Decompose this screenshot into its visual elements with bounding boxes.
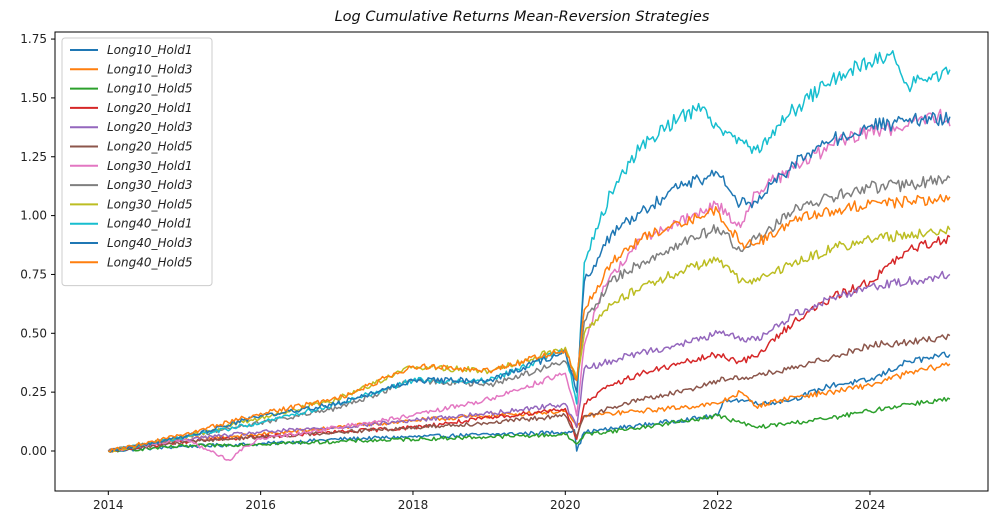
series-line-long10-hold5 xyxy=(107,396,951,453)
x-tick-label: 2016 xyxy=(245,498,276,512)
x-tick-label: 2022 xyxy=(702,498,733,512)
y-tick-label: 0.50 xyxy=(20,326,47,340)
y-tick-label: 0.25 xyxy=(20,385,47,399)
x-tick-label: 2024 xyxy=(855,498,886,512)
x-axis: 2014 2016 2018 2020 2022 2024 xyxy=(93,491,885,512)
legend-label: Long30_Hold1 xyxy=(107,159,192,173)
series-line-long20-hold5 xyxy=(107,333,951,453)
series-line-long40-hold5 xyxy=(108,194,951,453)
y-tick-label: 0.75 xyxy=(20,267,47,281)
legend-label: Long30_Hold3 xyxy=(107,178,192,192)
legend-label: Long20_Hold5 xyxy=(107,140,192,154)
legend-label: Long10_Hold1 xyxy=(107,43,192,57)
axes-frame xyxy=(54,31,989,492)
legend-label: Long10_Hold3 xyxy=(107,62,192,76)
chart-title: Log Cumulative Returns Mean-Reversion St… xyxy=(335,9,710,25)
series-line-long20-hold3 xyxy=(107,270,951,452)
y-tick-label: 1.25 xyxy=(20,150,47,164)
series-line-long30-hold1 xyxy=(107,108,951,462)
y-axis: 0.00 0.25 0.50 0.75 1.00 1.25 1.50 1.75 xyxy=(20,32,55,458)
series-line-long10-hold1 xyxy=(108,351,951,453)
series-lines xyxy=(107,50,951,462)
legend-box xyxy=(61,37,213,287)
x-tick-label: 2018 xyxy=(398,498,429,512)
legend-label: Long40_Hold3 xyxy=(107,236,192,250)
legend: Long10_Hold1 Long10_Hold3 Long10_Hold5 Long… xyxy=(61,37,213,287)
legend-label: Long20_Hold1 xyxy=(107,101,192,115)
legend-label: Long40_Hold1 xyxy=(107,217,192,231)
series-line-long40-hold1 xyxy=(107,50,951,453)
legend-label: Long30_Hold5 xyxy=(107,197,192,211)
legend-label: Long40_Hold5 xyxy=(107,255,192,269)
y-tick-label: 1.00 xyxy=(20,209,47,223)
y-tick-label: 1.50 xyxy=(20,91,47,105)
legend-label: Long20_Hold3 xyxy=(107,120,192,134)
plot-area xyxy=(107,50,951,462)
y-tick-label: 0.00 xyxy=(20,444,47,458)
x-tick-label: 2020 xyxy=(550,498,581,512)
x-tick-label: 2014 xyxy=(93,498,124,512)
y-tick-label: 1.75 xyxy=(20,32,47,46)
legend-label: Long10_Hold5 xyxy=(107,82,192,96)
